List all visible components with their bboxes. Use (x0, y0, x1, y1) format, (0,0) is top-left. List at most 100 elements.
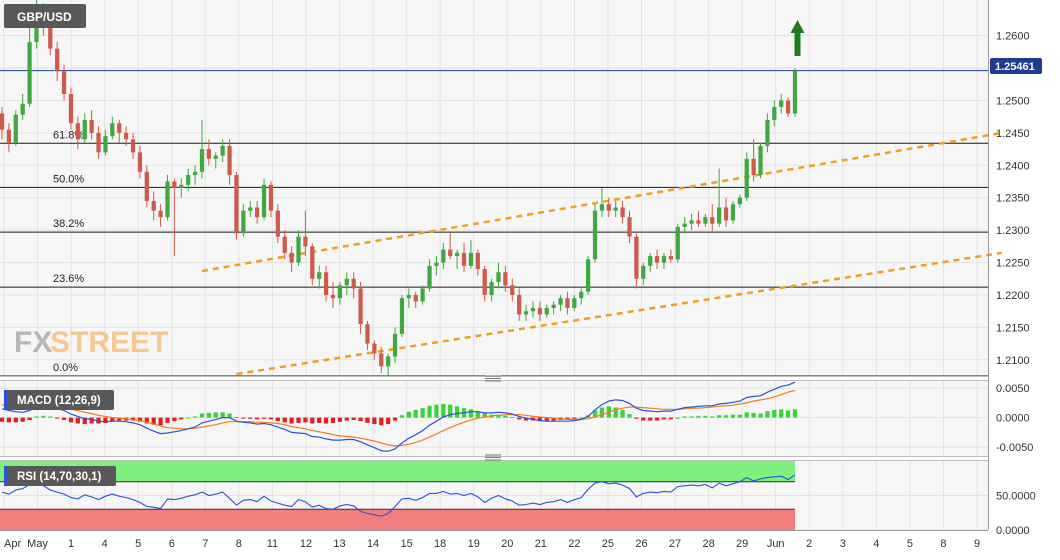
time-tick-label: 18 (434, 538, 446, 550)
candle-body (675, 226, 680, 260)
channel-upper-line (201, 131, 1003, 273)
macd-histogram-bar (275, 417, 280, 422)
candle-body (282, 236, 287, 253)
time-tick-label: 8 (236, 538, 242, 550)
candle-body (565, 298, 570, 308)
macd-histogram-bar (765, 411, 770, 418)
candle (351, 272, 356, 299)
candle (572, 294, 577, 312)
macd-histogram-bar (227, 413, 232, 418)
candle (441, 243, 446, 270)
macd-histogram-bar (751, 412, 756, 418)
candle (55, 42, 60, 82)
candle (310, 243, 315, 286)
candle (551, 301, 556, 315)
macd-histogram-bar (192, 416, 198, 418)
macd-histogram-bar (482, 413, 487, 418)
macd-histogram-bar (386, 417, 391, 425)
candle-body (0, 113, 5, 130)
candle-body (372, 343, 377, 354)
macd-histogram-bar (613, 407, 618, 418)
candle (323, 265, 329, 302)
candle (558, 294, 563, 312)
candle-body (482, 269, 487, 295)
pane-splitter-1[interactable] (485, 375, 501, 382)
candle (27, 22, 32, 107)
macd-histogram-bar (634, 417, 639, 419)
price-tick-label: 1.2400 (996, 160, 1030, 172)
price-tick-label: 1.2250 (996, 258, 1030, 270)
rsi-title-badge (4, 466, 116, 486)
candle-body (103, 136, 108, 153)
candle (144, 165, 149, 208)
candle (261, 178, 267, 221)
candle-body (461, 252, 467, 266)
candle (413, 291, 418, 308)
candle-body (227, 145, 232, 176)
time-tick-label: 12 (300, 538, 312, 550)
candle-body (172, 181, 177, 188)
macd-histogram-bar (296, 417, 301, 423)
macd-histogram-bar (710, 416, 715, 418)
candle-body (96, 132, 101, 153)
candle (282, 230, 287, 260)
macd-histogram-bar (599, 407, 605, 418)
time-tick-label: 2 (806, 538, 812, 550)
candle-body (206, 149, 211, 159)
time-tick-label: 5 (135, 538, 141, 550)
candle (296, 230, 301, 266)
candle-body (13, 114, 18, 143)
macd-histogram-bar (737, 414, 742, 418)
candle (454, 249, 460, 270)
time-tick-label: 1 (68, 538, 74, 550)
candle (592, 204, 598, 263)
price-tick-label: 1.2350 (996, 193, 1030, 205)
candle-body (661, 256, 667, 263)
time-tick-label: 14 (367, 538, 379, 550)
macd-histogram-bar (779, 409, 784, 418)
time-tick-label: 21 (535, 538, 547, 550)
macd-histogram-bar (620, 409, 625, 418)
pane-splitter-2[interactable] (485, 454, 501, 461)
candle (517, 288, 522, 321)
macd-histogram-bar (241, 417, 246, 419)
candle-body (323, 272, 329, 295)
candle-body (248, 207, 253, 211)
macd-histogram-bar (406, 411, 411, 418)
candle-body (117, 123, 122, 133)
candle-body (199, 149, 205, 172)
candle (730, 200, 736, 224)
macd-histogram-bar (130, 417, 136, 421)
macd-histogram-bar (372, 417, 377, 425)
candle (765, 113, 770, 153)
candle (586, 256, 591, 295)
watermark-street: STREET (50, 326, 168, 359)
macd-histogram-bar (468, 409, 474, 418)
time-tick-label: 4 (873, 538, 879, 550)
time-tick-label: 3 (840, 538, 846, 550)
macd-histogram-bar (41, 415, 46, 418)
time-tick-label: 8 (940, 538, 946, 550)
macd-histogram-bar (503, 415, 508, 418)
candle (303, 210, 308, 257)
macd-histogram-bar (6, 417, 12, 423)
candle (255, 200, 260, 224)
macd-histogram-bar (61, 417, 67, 420)
candle-body (648, 256, 653, 266)
time-tick-label: 6 (169, 538, 175, 550)
macd-histogram-bar (399, 415, 405, 418)
time-tick-label: May (27, 538, 48, 550)
macd-histogram-bar (344, 417, 349, 421)
macd-histogram-bar (675, 417, 680, 419)
macd-histogram-bar (551, 417, 556, 421)
macd-histogram-bar (661, 417, 667, 420)
candle-body (275, 210, 280, 237)
macd-histogram-bar (572, 417, 577, 419)
candle-body (289, 252, 294, 263)
macd-histogram-bar (75, 417, 80, 424)
macd-histogram-bar (55, 417, 60, 419)
macd-histogram-bar (165, 417, 170, 423)
candle-body (627, 217, 632, 237)
candle (613, 200, 618, 218)
candle (13, 110, 18, 146)
